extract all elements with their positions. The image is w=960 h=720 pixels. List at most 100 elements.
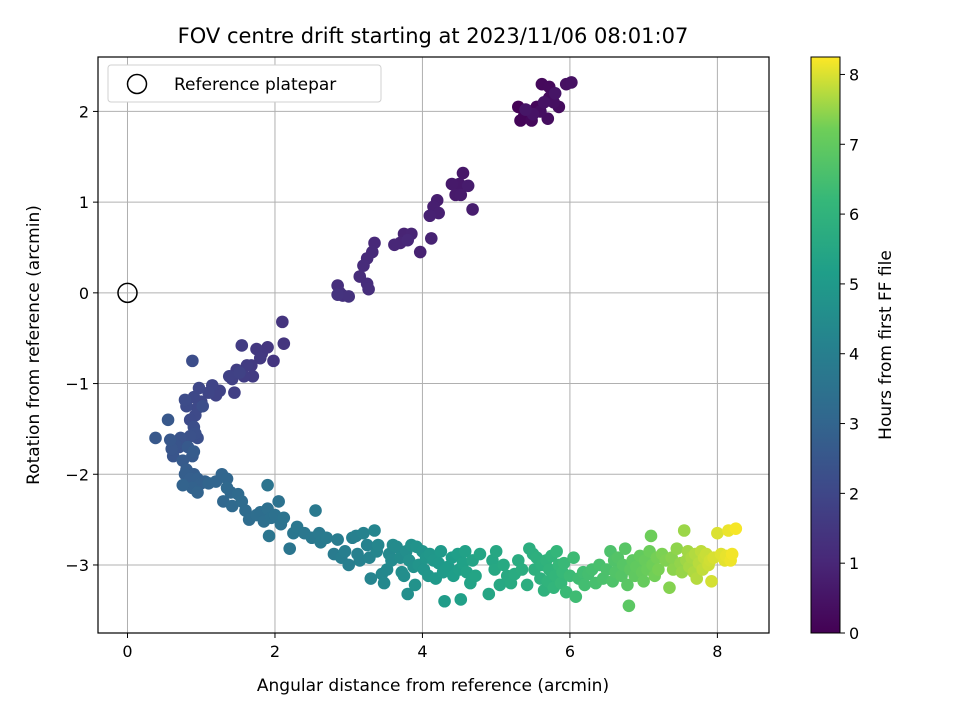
data-point xyxy=(401,587,414,601)
data-point xyxy=(644,529,658,543)
data-point xyxy=(401,233,414,247)
x-tick-label: 6 xyxy=(565,642,575,661)
data-point xyxy=(178,393,192,407)
data-point xyxy=(342,558,356,572)
colorbar-tick-label: 7 xyxy=(849,135,859,154)
data-point xyxy=(261,478,274,492)
data-point xyxy=(371,538,385,552)
x-axis-title: Angular distance from reference (arcmin) xyxy=(257,676,609,696)
data-point xyxy=(331,288,344,301)
x-tick-label: 0 xyxy=(122,642,132,661)
data-point xyxy=(493,578,507,592)
scatter-points xyxy=(149,76,743,613)
data-point xyxy=(272,495,285,508)
chart-title: FOV centre drift starting at 2023/11/06 … xyxy=(178,24,689,48)
data-point xyxy=(277,511,291,525)
data-point xyxy=(331,533,344,546)
data-point xyxy=(515,563,529,576)
data-point xyxy=(222,369,236,383)
colorbar xyxy=(810,56,841,634)
data-point xyxy=(519,103,532,116)
data-point xyxy=(364,572,378,585)
colorbar-ticks: 0 1 2 3 4 5 6 7 8 xyxy=(840,65,859,643)
data-point xyxy=(456,166,470,180)
x-tick-label: 8 xyxy=(712,642,722,661)
data-point xyxy=(514,114,527,127)
x-tick-label: 2 xyxy=(270,642,280,661)
legend-box xyxy=(107,64,382,103)
colorbar-tick-label: 5 xyxy=(849,275,859,294)
data-point xyxy=(445,177,459,191)
data-point xyxy=(397,569,411,583)
data-point xyxy=(220,481,234,495)
data-point xyxy=(276,315,289,329)
data-point xyxy=(388,238,401,252)
data-point xyxy=(176,478,190,492)
data-point xyxy=(637,574,650,588)
data-point xyxy=(309,504,322,517)
data-point xyxy=(368,524,381,537)
data-point xyxy=(466,203,479,216)
data-point xyxy=(670,542,684,555)
data-point xyxy=(438,594,451,608)
data-point xyxy=(663,581,676,594)
data-point xyxy=(377,576,391,590)
data-point xyxy=(559,585,573,599)
data-point xyxy=(196,399,210,413)
data-point xyxy=(423,209,437,223)
data-point xyxy=(469,569,482,583)
data-point xyxy=(621,578,634,592)
data-point xyxy=(482,587,496,601)
legend-label: Reference platepar xyxy=(174,75,336,95)
colorbar-tick-label: 3 xyxy=(849,415,859,434)
y-axis-title: Rotation from reference (arcmin) xyxy=(24,205,44,485)
colorbar-tick-label: 4 xyxy=(849,345,859,364)
data-point xyxy=(565,76,578,89)
data-point xyxy=(454,593,468,606)
data-point xyxy=(615,569,628,583)
data-point xyxy=(202,386,215,399)
data-point xyxy=(353,554,367,567)
x-axis-ticks: 0 2 4 6 8 xyxy=(122,633,722,661)
data-point xyxy=(161,413,175,427)
data-point xyxy=(458,545,472,558)
data-point xyxy=(342,290,356,303)
data-point xyxy=(729,522,743,535)
data-point xyxy=(277,337,291,350)
data-point xyxy=(191,486,204,499)
data-point xyxy=(362,282,375,296)
data-point xyxy=(473,547,487,561)
data-point xyxy=(550,545,563,558)
data-point xyxy=(705,574,718,588)
data-point xyxy=(725,547,739,561)
data-point xyxy=(357,259,370,272)
plot-frame xyxy=(97,56,770,634)
y-axis-ticks: −3 −2 −1 0 1 2 xyxy=(65,102,98,575)
y-tick-label: −1 xyxy=(65,375,89,394)
colorbar-tick-label: 8 xyxy=(849,65,859,84)
data-point xyxy=(233,366,246,379)
colorbar-tick-label: 6 xyxy=(849,205,859,224)
data-point xyxy=(567,551,580,565)
data-point xyxy=(578,578,591,592)
data-point xyxy=(360,538,374,552)
x-tick-label: 4 xyxy=(417,642,427,661)
data-point xyxy=(622,599,636,613)
colorbar-tick-label: 1 xyxy=(849,554,859,573)
data-point xyxy=(262,529,276,543)
data-point xyxy=(497,558,510,572)
colorbar-tick-label: 2 xyxy=(849,484,859,503)
data-point xyxy=(461,179,475,193)
data-point xyxy=(246,369,260,383)
data-point xyxy=(186,354,199,368)
data-point xyxy=(149,431,162,445)
data-point xyxy=(690,572,704,585)
y-tick-label: 0 xyxy=(79,284,89,303)
data-point xyxy=(338,545,352,558)
legend: Reference platepar xyxy=(107,64,382,103)
data-point xyxy=(390,540,403,554)
data-point xyxy=(413,245,427,259)
data-point xyxy=(228,386,241,399)
data-point xyxy=(711,526,724,540)
